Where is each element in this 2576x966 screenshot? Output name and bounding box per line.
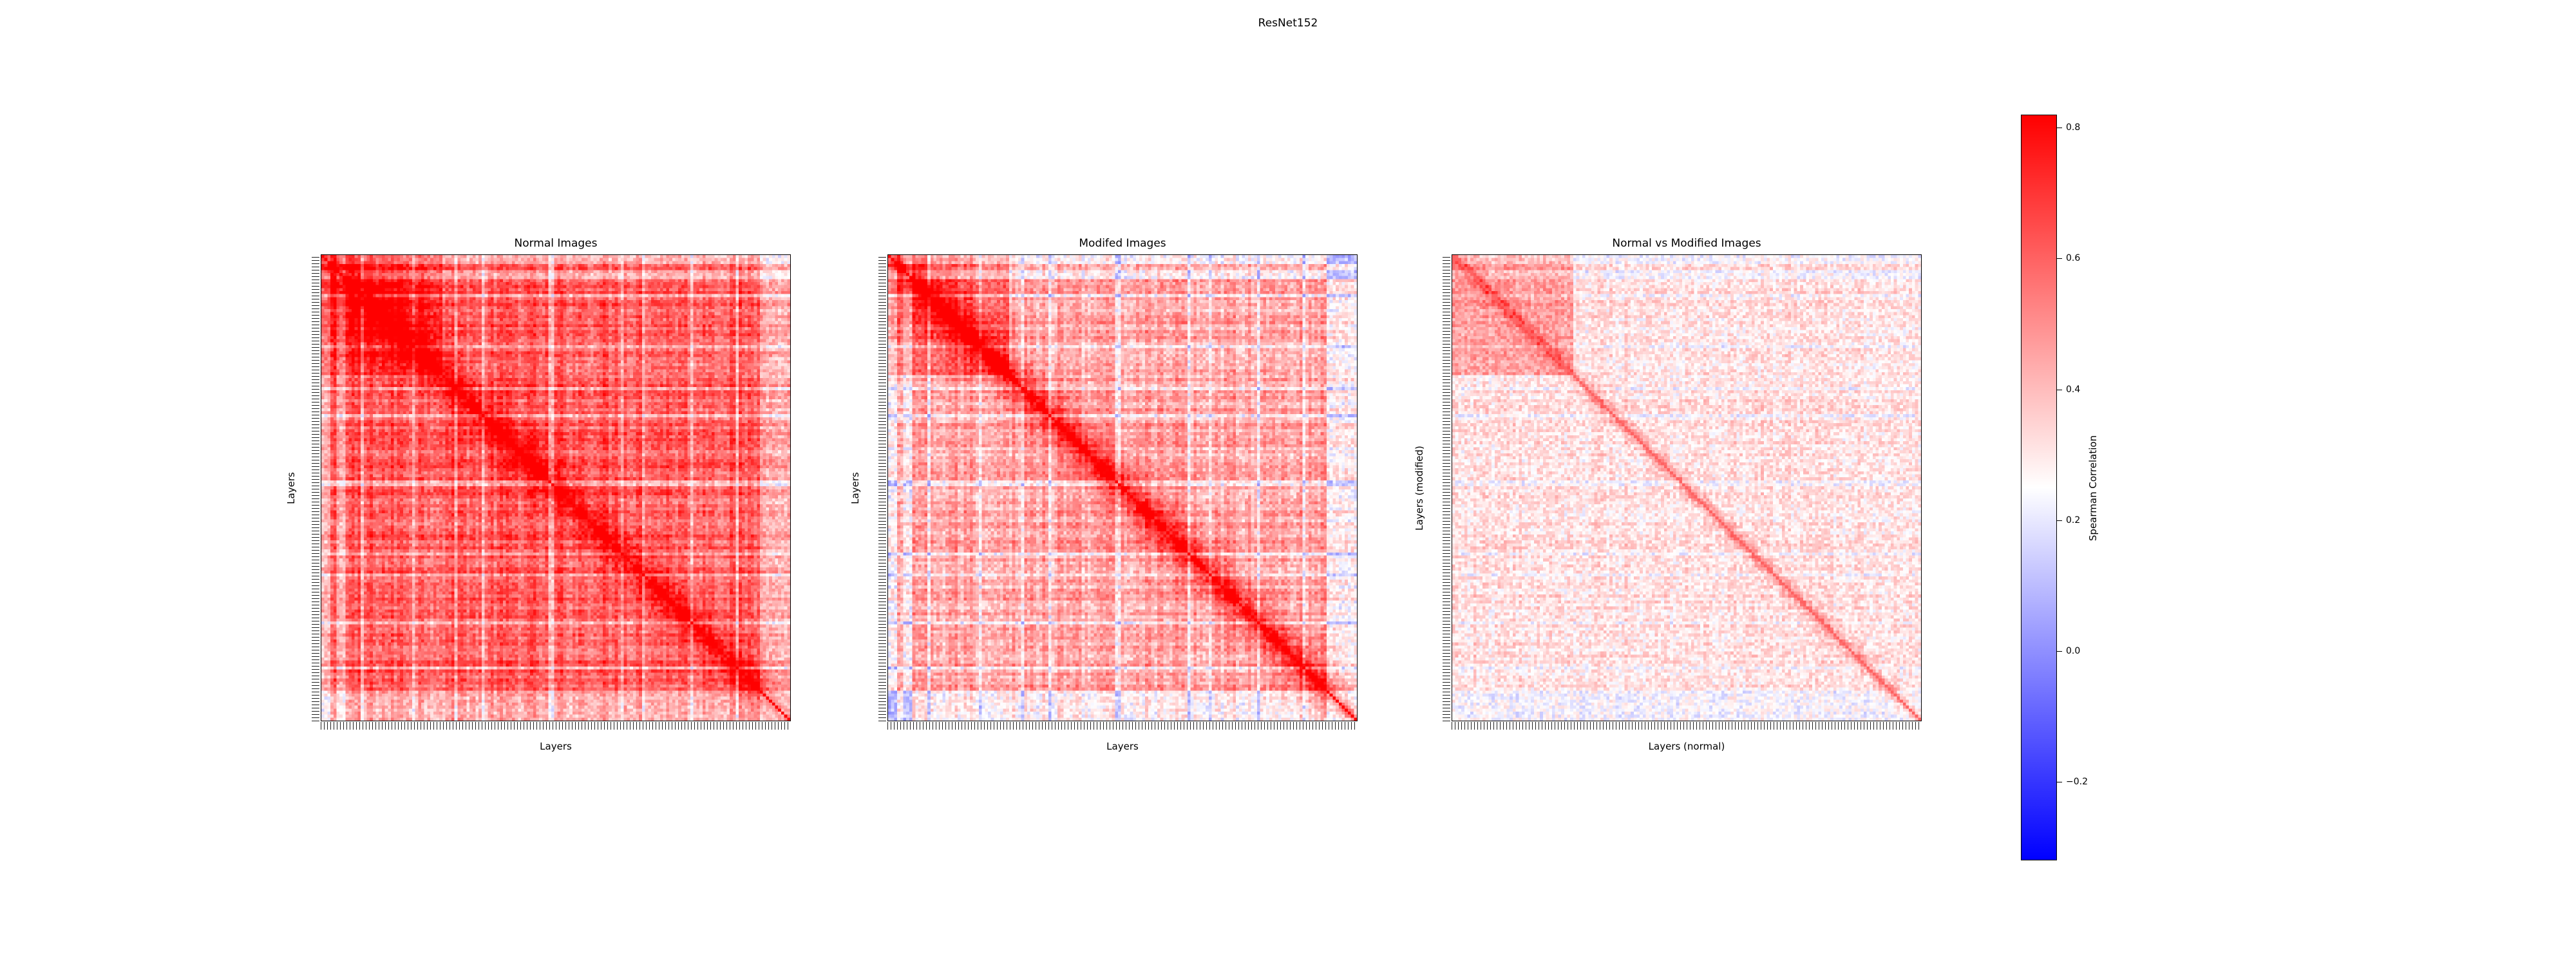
- colorbar-label: Spearman Correlation: [2087, 435, 2099, 542]
- xlabel-compare: Layers (normal): [1648, 741, 1725, 752]
- y-ticks-normal: [312, 254, 319, 721]
- x-ticks-normal: [321, 722, 791, 730]
- ylabel-normal: Layers: [285, 472, 297, 504]
- colorbar-tick-label: 0.0: [2066, 645, 2081, 656]
- panel-title-modified: Modifed Images: [1079, 237, 1166, 250]
- x-ticks-compare: [1452, 722, 1922, 730]
- figure-title: ResNet152: [1258, 17, 1318, 30]
- y-ticks-modified: [878, 254, 886, 721]
- colorbar-tick-label: 0.6: [2066, 253, 2081, 264]
- heatmap-normal: [321, 254, 791, 721]
- colorbar-tick-mark: [2057, 520, 2062, 521]
- heatmap-normal-cells: [321, 255, 790, 721]
- panel-title-compare: Normal vs Modified Images: [1612, 237, 1761, 250]
- colorbar-tick-mark: [2057, 650, 2062, 652]
- heatmap-compare-cells: [1452, 255, 1921, 721]
- colorbar-tick-label: 0.2: [2066, 515, 2081, 526]
- xlabel-normal: Layers: [540, 741, 572, 752]
- colorbar-tick-label: 0.4: [2066, 384, 2081, 395]
- heatmap-compare: [1452, 254, 1922, 721]
- colorbar-tick-label: 0.8: [2066, 122, 2081, 133]
- heatmap-modified-cells: [888, 255, 1357, 721]
- x-ticks-modified: [887, 722, 1358, 730]
- heatmap-modified: [887, 254, 1358, 721]
- colorbar-tick-mark: [2057, 258, 2062, 260]
- ylabel-modified: Layers: [849, 472, 861, 504]
- ylabel-compare: Layers (modified): [1414, 446, 1425, 531]
- colorbar-tick-label: −0.2: [2066, 777, 2088, 788]
- panel-title-normal: Normal Images: [514, 237, 598, 250]
- colorbar: [2021, 115, 2057, 860]
- y-ticks-compare: [1443, 254, 1450, 721]
- xlabel-modified: Layers: [1106, 741, 1139, 752]
